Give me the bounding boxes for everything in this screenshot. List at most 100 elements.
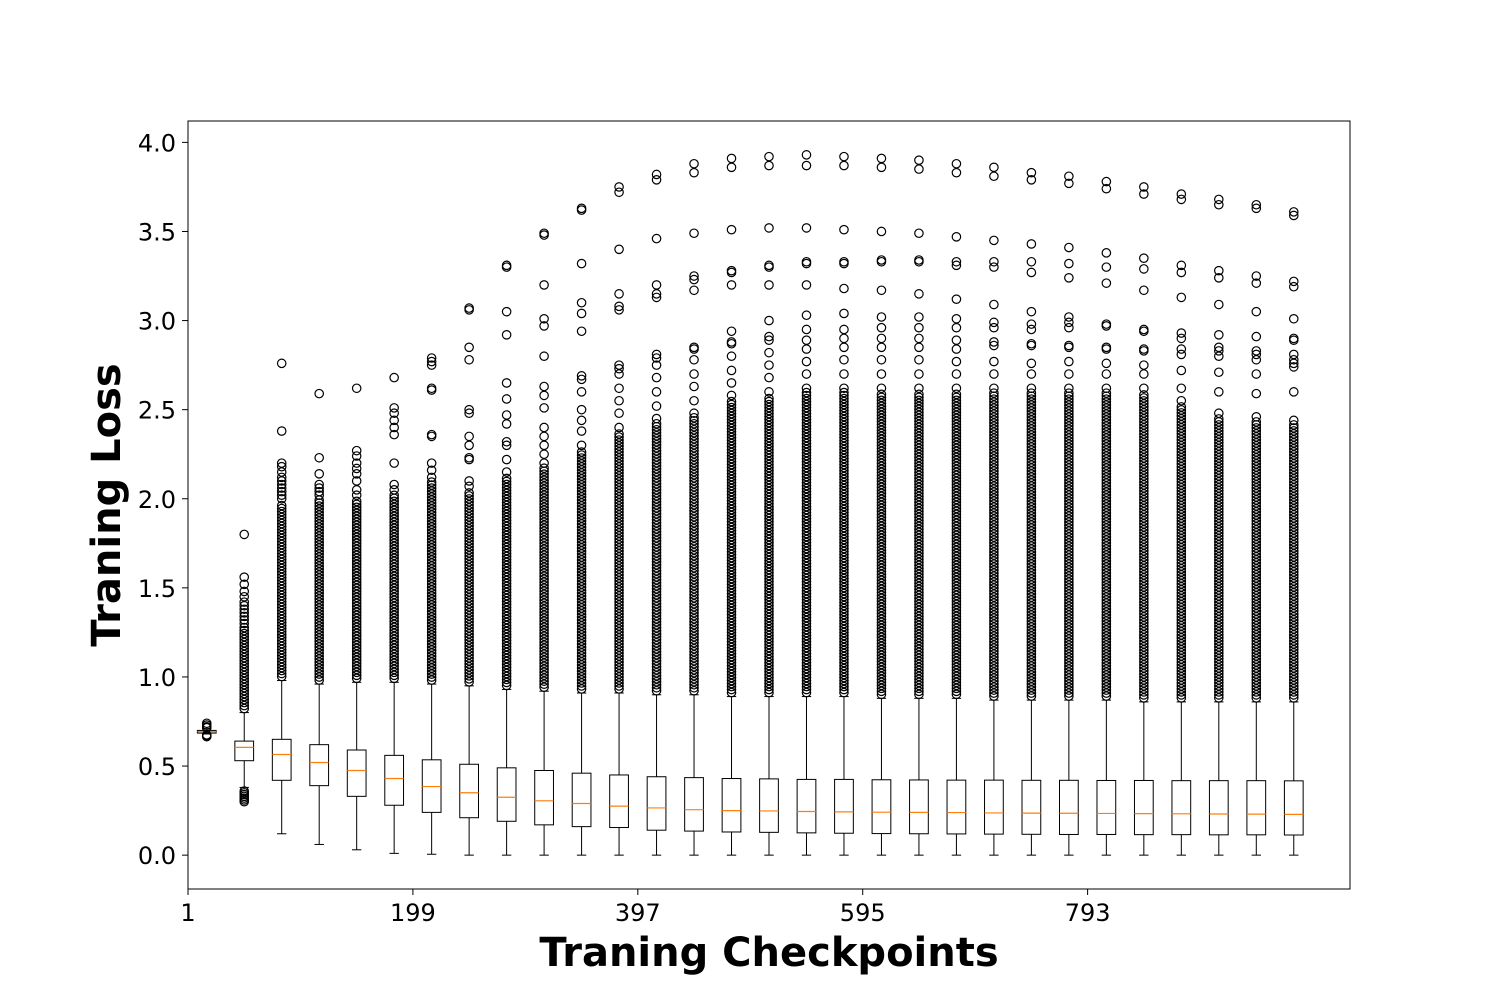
flier-point [1064,342,1074,353]
flier-point [239,597,250,607]
flier-point [464,481,474,492]
flier-point [689,285,699,296]
fliers [726,153,737,698]
flier-point [1139,285,1149,296]
flier-point [576,371,587,381]
box-29 [1246,199,1267,856]
flier-point [839,383,849,394]
flier-point [351,458,362,468]
flier-point [1026,267,1037,278]
flier-point [1064,171,1074,182]
flier-point [1101,248,1112,258]
flier-point [689,508,699,519]
flier-point [464,440,474,451]
flier-point [1101,369,1112,379]
flier-point [764,280,774,290]
flier-point [951,395,962,406]
iqr-box [384,754,405,806]
flier-point [651,413,662,424]
flier-point [426,356,437,367]
flier-point [539,351,549,362]
flier-point [876,285,887,296]
flier-point [351,383,362,394]
flier-point [501,454,512,465]
flier-point [1176,365,1187,376]
flier-point [351,499,362,510]
iqr-box [946,779,967,835]
flier-point [1176,383,1187,394]
iqr-box [609,774,629,829]
flier-point [314,483,324,493]
flier-point [1064,356,1074,367]
flier-point [876,389,887,400]
iqr-box [309,744,330,787]
flier-point [726,224,737,235]
flier-point [989,235,999,246]
flier-point [1176,333,1187,344]
flier-point [764,399,774,410]
fliers [989,162,999,701]
flier-point [1288,335,1299,345]
flier-point [1139,383,1149,394]
flier-point [539,390,549,401]
flier-point [689,381,699,392]
iqr-box [909,779,929,835]
flier-point [1251,271,1262,281]
flier-point [651,514,662,525]
fliers [839,151,849,698]
flier-point [389,429,399,440]
iqr-box [796,778,817,834]
flier-point [614,363,624,374]
axes-frame [187,120,1351,890]
flier-point [239,628,250,639]
box-5 [346,383,367,851]
flier-point [726,162,737,173]
flier-point [1176,194,1187,205]
flier-point [1026,388,1037,398]
iqr-box [1021,779,1042,835]
iqr-box [1208,780,1229,836]
flier-point [239,529,250,540]
flier-point [764,393,774,404]
y-tick-label: 0.5 [138,753,176,781]
fliers [539,228,549,693]
flier-point [839,224,849,235]
flier-point [1288,281,1299,292]
flier-point [501,419,512,429]
flier-point [464,476,474,486]
flier-point [276,479,287,490]
box-27 [1171,189,1192,856]
flier-point [1214,273,1224,283]
flier-point [426,477,437,487]
fliers [1251,199,1262,703]
flier-point [1288,423,1299,433]
fliers [276,358,287,682]
flier-point [1176,292,1187,303]
flier-point [1064,383,1074,394]
flier-point [914,256,924,267]
flier-point [914,322,924,333]
fliers [614,182,624,694]
flier-point [1101,388,1112,398]
flier-point [689,395,699,406]
flier-point [1101,514,1112,524]
flier-point [726,399,737,410]
flier-point [726,365,737,376]
fliers [389,372,399,684]
flier-point [1064,178,1074,189]
flier-point [314,388,324,399]
flier-point [764,387,774,397]
flier-point [726,378,737,388]
flier-point [389,490,399,501]
box-16 [759,151,779,856]
flier-point [239,600,250,611]
fliers [1176,189,1187,703]
fliers [351,383,362,684]
flier-point [239,625,250,636]
flier-point [501,262,512,272]
flier-point [1026,306,1037,317]
flier-point [989,340,999,351]
flier-point [1139,393,1149,403]
